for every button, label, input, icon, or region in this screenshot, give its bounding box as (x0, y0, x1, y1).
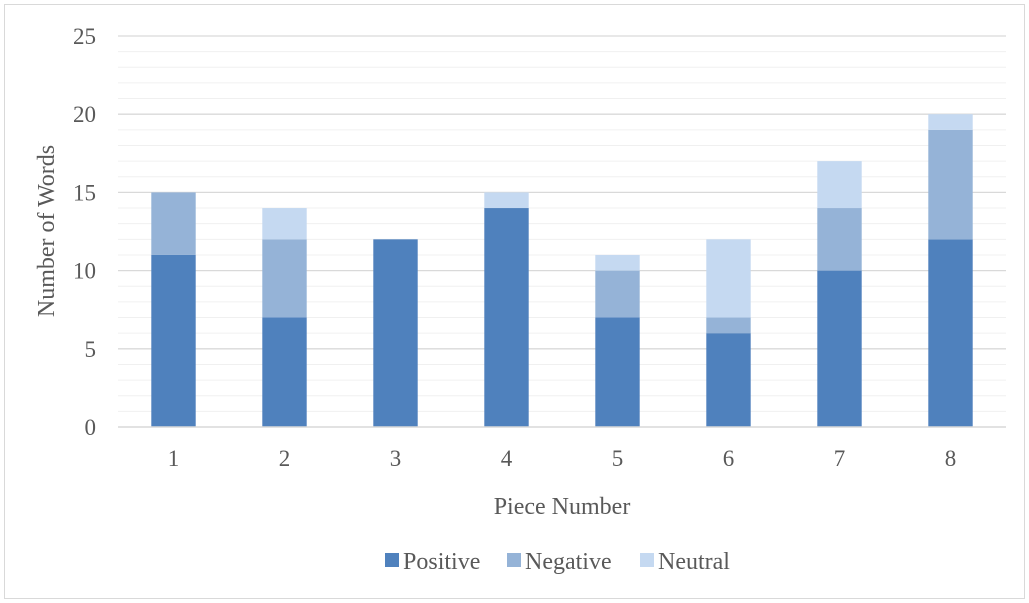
gridlines (118, 35, 1006, 412)
x-tick-label: 8 (945, 446, 957, 471)
x-axis-ticks: 1 2 3 4 5 6 7 8 (168, 446, 957, 471)
bars (151, 114, 973, 427)
bar-negative-8 (928, 129, 973, 240)
y-tick-label: 5 (85, 337, 97, 362)
y-tick-label: 25 (73, 24, 96, 49)
bar-positive-4 (484, 208, 529, 427)
legend-label-neutral: Neutral (658, 549, 730, 575)
bar-neutral-4 (484, 192, 529, 209)
legend-label-negative: Negative (525, 549, 612, 575)
y-tick-label: 0 (85, 415, 97, 440)
bar-positive-5 (595, 317, 640, 427)
legend-label-positive: Positive (403, 549, 480, 575)
x-tick-label: 3 (390, 446, 402, 471)
bar-neutral-5 (595, 254, 640, 271)
bar-negative-2 (262, 239, 307, 318)
y-axis-ticks: 0 5 10 15 20 25 (73, 24, 96, 440)
bar-neutral-2 (262, 208, 307, 240)
bar-positive-2 (262, 317, 307, 427)
legend-swatch-neutral (640, 553, 654, 567)
y-axis-title: Number of Words (34, 145, 60, 317)
bar-negative-1 (151, 192, 196, 255)
bar-positive-1 (151, 254, 196, 427)
legend-swatch-negative (507, 553, 521, 567)
bar-negative-6 (706, 317, 751, 334)
x-tick-label: 6 (723, 446, 735, 471)
x-tick-label: 1 (168, 446, 180, 471)
bar-positive-8 (928, 239, 973, 427)
x-tick-label: 5 (612, 446, 624, 471)
bar-negative-7 (817, 208, 862, 271)
bar-neutral-8 (928, 114, 973, 130)
bar-positive-7 (817, 270, 862, 427)
bar-negative-5 (595, 270, 640, 318)
bar-neutral-7 (817, 161, 862, 209)
y-tick-label: 20 (73, 102, 96, 127)
legend-swatch-positive (385, 553, 399, 567)
x-tick-label: 2 (279, 446, 291, 471)
x-tick-label: 7 (834, 446, 846, 471)
x-axis-title: Piece Number (494, 494, 631, 520)
y-tick-label: 15 (73, 180, 96, 205)
x-tick-label: 4 (501, 446, 513, 471)
bar-positive-6 (706, 333, 751, 427)
legend: Positive Negative Neutral (385, 549, 730, 575)
bar-neutral-6 (706, 239, 751, 318)
bar-positive-3 (373, 239, 418, 427)
y-tick-label: 10 (73, 259, 96, 284)
